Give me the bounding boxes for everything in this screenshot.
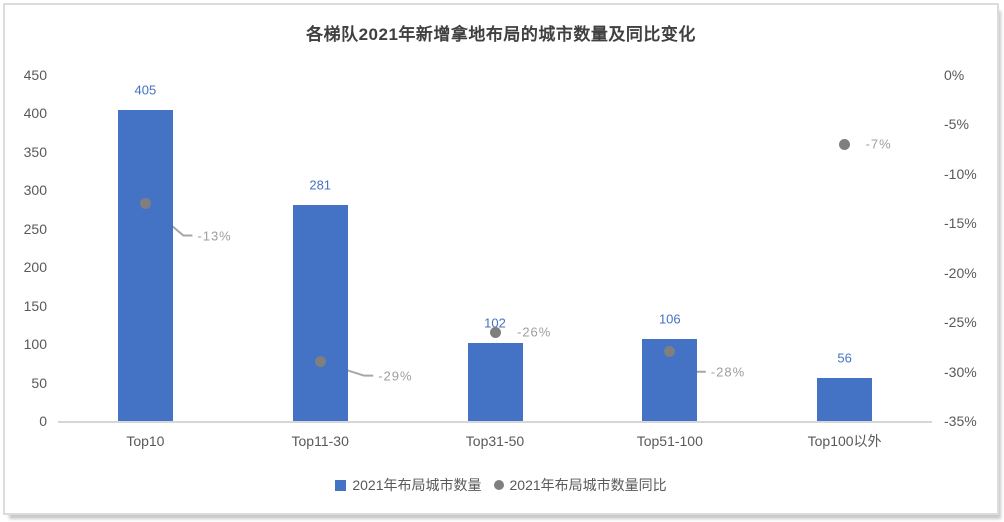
yoy-dot (139, 198, 151, 209)
right-axis-tick: -10% (944, 165, 977, 182)
bar (117, 109, 173, 421)
legend-label-yoy: 2021年布局城市数量同比 (509, 477, 667, 493)
plot-area: 405 281 102 106 56 0 50 100 150 200 250 300 350 400 4… (5, 5, 997, 513)
bar (817, 377, 873, 421)
legend-item-yoy: 2021年布局城市数量同比 (493, 475, 667, 495)
legend-label-city-count: 2021年布局城市数量 (352, 477, 482, 493)
x-axis-label: Top11-30 (291, 433, 349, 449)
yoy-value-label: -28% (710, 364, 746, 380)
x-axis-label: Top51-100 (636, 433, 703, 449)
bar-value-label: 102 (484, 315, 506, 331)
left-axis-tick: 450 (23, 67, 47, 83)
yoy-value-label: -29% (378, 368, 413, 384)
bar-value-label: 106 (658, 311, 681, 327)
x-axis-label: Top10 (126, 433, 165, 449)
yoy-value-label: -13% (197, 228, 232, 243)
right-axis-tick: -30% (944, 363, 977, 380)
legend-square-marker-icon (335, 479, 347, 491)
yoy-value-label: -26% (517, 324, 552, 340)
yoy-dot (839, 138, 851, 150)
legend: 2021年布局城市数量 2021年布局城市数量同比 (5, 475, 997, 495)
legend-item-city-count: 2021年布局城市数量 (335, 475, 482, 495)
right-axis-tick: -35% (944, 413, 977, 429)
x-axis-label: Top100以外 (807, 433, 882, 449)
chart-title: 各梯队2021年新增拿地布局的城市数量及同比变化 (306, 25, 696, 44)
yoy-dot (664, 346, 676, 358)
left-axis-tick: 300 (23, 182, 47, 199)
bar-value-label: 281 (309, 177, 332, 193)
bar (467, 342, 523, 421)
bar (292, 204, 348, 421)
left-axis-tick: 100 (23, 336, 47, 353)
right-axis-tick: -5% (944, 116, 969, 133)
yoy-value-label: -7% (865, 136, 892, 152)
left-axis-tick: 150 (23, 297, 47, 314)
chart-card: 各梯队2021年新增拿地布局的城市数量及同比变化 405 281 102 106 56 … (3, 3, 999, 515)
right-axis-tick: -15% (944, 215, 977, 232)
left-axis-tick: 250 (23, 220, 47, 237)
yoy-dot (489, 326, 501, 338)
bar-value-label: 56 (837, 350, 852, 366)
left-axis-tick: 0 (39, 413, 47, 429)
right-axis-tick: -25% (944, 314, 977, 331)
yoy-dot (314, 356, 326, 368)
legend-circle-marker-icon (493, 480, 504, 490)
right-axis-tick: -20% (944, 264, 977, 281)
bar-value-label: 405 (134, 82, 157, 98)
x-axis-line (58, 421, 932, 423)
left-axis-tick: 400 (23, 105, 47, 122)
left-axis-tick: 350 (23, 143, 47, 160)
left-axis-tick: 200 (23, 259, 47, 276)
left-axis-tick: 50 (31, 374, 47, 391)
right-axis-tick: 0% (944, 67, 965, 83)
x-axis-label: Top31-50 (465, 433, 525, 449)
